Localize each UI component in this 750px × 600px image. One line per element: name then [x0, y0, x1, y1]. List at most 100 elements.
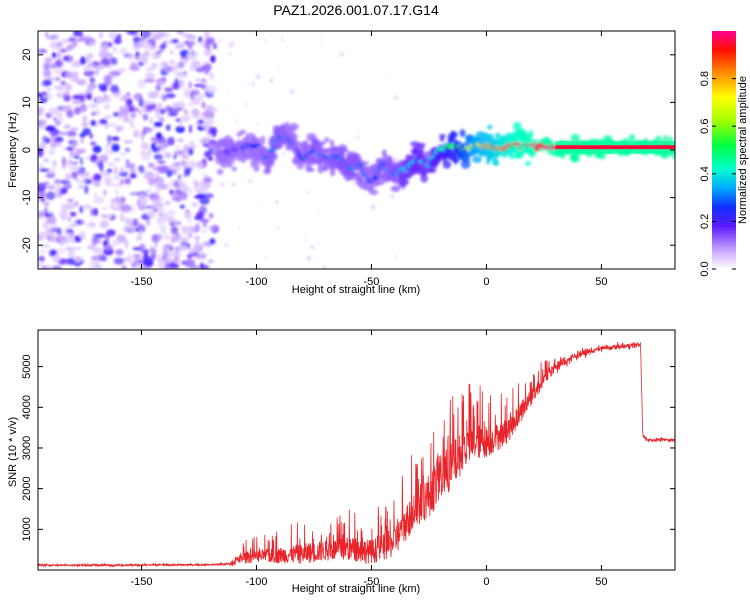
noise-blob — [119, 178, 125, 185]
noise-blob — [142, 258, 154, 267]
noise-blob — [209, 212, 214, 219]
noise-blob — [66, 110, 74, 118]
ridge-halo — [667, 136, 673, 143]
noise-blob — [68, 249, 75, 259]
noise-blob — [154, 147, 162, 151]
noise-blob — [188, 124, 193, 134]
noise-blob — [129, 167, 137, 175]
noise-blob — [124, 239, 129, 249]
noise-blob — [103, 248, 114, 256]
noise-blob — [145, 104, 157, 110]
noise-blob — [175, 259, 182, 264]
noise-blob — [38, 107, 44, 116]
noise-blob — [185, 152, 189, 162]
noise-blob — [184, 166, 192, 175]
noise-blob — [159, 142, 165, 148]
ridge-halo — [671, 153, 675, 160]
noise-blob — [107, 162, 115, 166]
noise-blob — [269, 78, 274, 83]
noise-blob — [42, 221, 49, 230]
noise-blob — [171, 102, 180, 108]
noise-blob — [39, 191, 46, 198]
noise-blob — [89, 259, 98, 266]
noise-blob — [162, 40, 167, 46]
noise-blob — [196, 77, 200, 83]
ridge-halo — [231, 154, 236, 161]
ridge-halo — [425, 150, 432, 157]
noise-blob — [70, 127, 79, 132]
noise-blob — [202, 176, 213, 184]
noise-blob — [186, 226, 195, 234]
noise-blob — [38, 182, 47, 192]
ridge-halo — [487, 124, 493, 130]
ridge-halo — [390, 185, 401, 192]
noise-blob — [38, 255, 46, 262]
noise-blob — [173, 248, 182, 258]
noise-blob — [66, 232, 71, 238]
noise-blob — [166, 137, 172, 144]
noise-blob — [244, 103, 248, 106]
noise-blob — [79, 157, 84, 166]
noise-blob — [103, 189, 107, 197]
noise-blob — [172, 161, 183, 167]
noise-blob — [149, 117, 154, 124]
noise-blob — [167, 218, 178, 224]
noise-blob — [209, 238, 216, 245]
noise-blob — [129, 65, 140, 71]
noise-blob — [204, 151, 211, 158]
noise-blob — [119, 152, 127, 156]
noise-blob — [125, 162, 136, 169]
noise-blob — [138, 98, 144, 108]
noise-blob — [143, 265, 148, 269]
snr-x-axis-label: Height of straight line (km) — [292, 583, 420, 595]
noise-blob — [165, 93, 176, 99]
noise-blob — [43, 207, 48, 216]
ridge-halo — [231, 166, 237, 172]
noise-blob — [228, 52, 232, 55]
noise-blob — [113, 37, 123, 45]
noise-blob — [45, 191, 56, 201]
noise-blob — [159, 63, 164, 71]
colorbar-label: Normalized spectral amplitude — [737, 76, 749, 224]
noise-blob — [109, 183, 120, 187]
y-tick-label: -20 — [21, 237, 33, 253]
noise-blob — [158, 212, 162, 217]
noise-blob — [188, 187, 192, 195]
noise-blob — [62, 104, 73, 111]
noise-blob — [46, 236, 52, 240]
noise-blob — [38, 210, 45, 218]
noise-blob — [258, 204, 261, 207]
colorbar-tick-label: 0.6 — [699, 119, 711, 134]
ridge-halo — [459, 129, 466, 138]
noise-blob — [132, 247, 142, 251]
ridge-halo — [212, 142, 219, 152]
noise-blob — [66, 130, 77, 137]
noise-blob — [173, 153, 177, 160]
noise-blob — [107, 41, 113, 48]
noise-blob — [207, 259, 214, 264]
noise-blob — [188, 49, 195, 55]
noise-blob — [92, 145, 102, 154]
noise-blob — [79, 57, 87, 65]
noise-blob — [85, 93, 92, 100]
noise-blob — [157, 253, 162, 260]
noise-blob — [97, 254, 107, 262]
noise-blob — [61, 210, 69, 217]
noise-blob — [93, 175, 97, 181]
noise-blob — [56, 248, 66, 254]
noise-blob — [120, 166, 124, 174]
noise-blob — [190, 60, 201, 69]
noise-blob — [204, 31, 210, 39]
noise-blob — [86, 54, 93, 60]
noise-blob — [189, 92, 195, 100]
noise-blob — [390, 194, 395, 199]
x-tick-label: -100 — [245, 576, 267, 588]
noise-blob — [193, 52, 200, 58]
noise-blob — [132, 190, 136, 196]
noise-blob — [55, 45, 64, 52]
ridge-halo — [491, 155, 498, 165]
noise-blob — [140, 142, 150, 151]
noise-blob — [60, 242, 64, 247]
noise-blob — [202, 110, 212, 118]
noise-blob — [237, 227, 240, 230]
